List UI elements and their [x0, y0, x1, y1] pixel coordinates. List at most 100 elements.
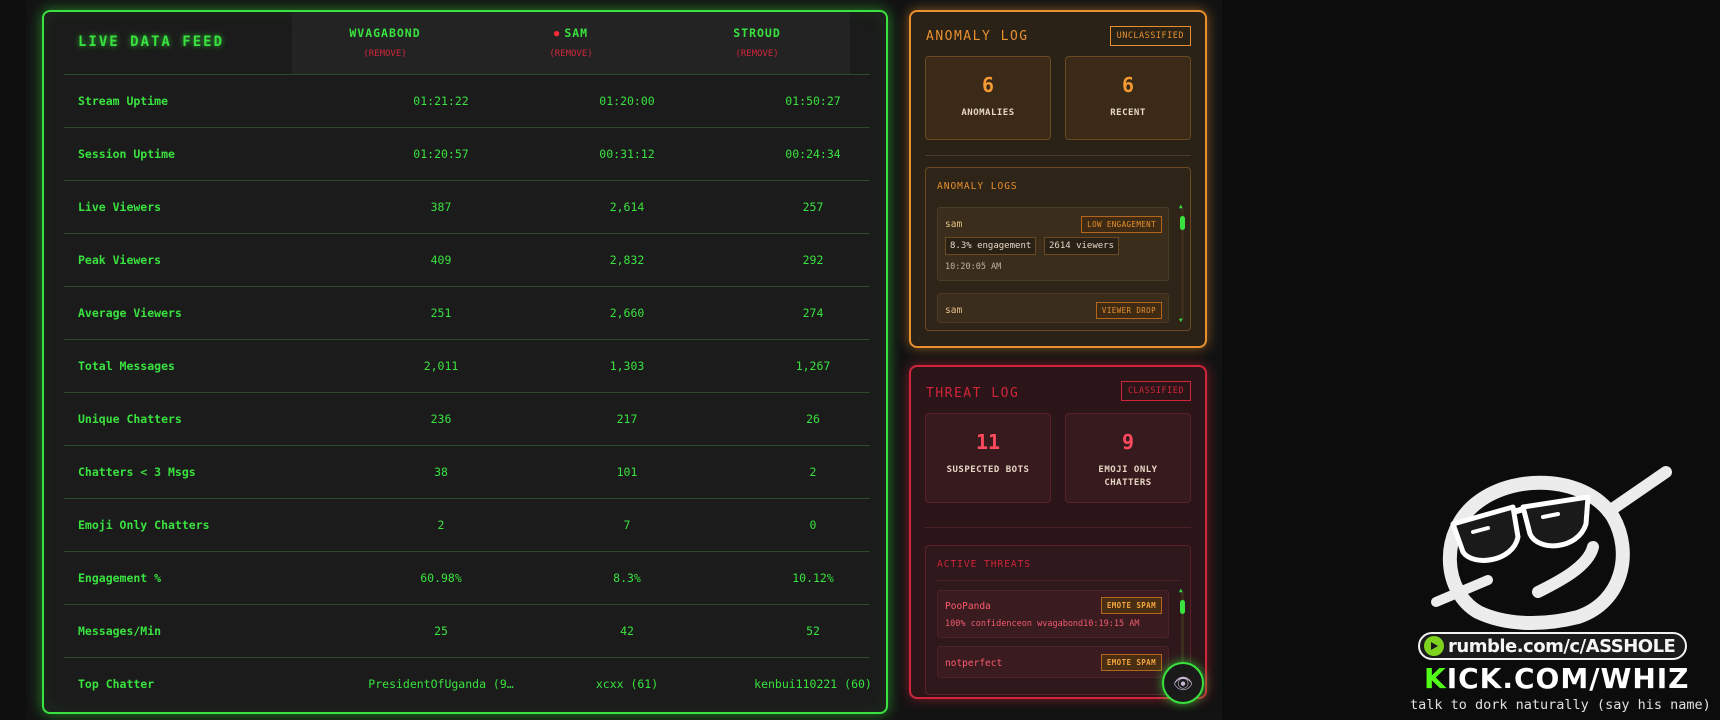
threat-user: PooPanda — [945, 601, 991, 612]
threat-user: notperfect — [945, 658, 1003, 669]
cell-value: 251 — [430, 306, 452, 320]
column-header-sam: ● SAM (REMOVE) — [478, 12, 664, 74]
stat-value: 9 — [1121, 430, 1135, 454]
cell-value: 1,303 — [609, 359, 645, 373]
entry-time: 10:20:05 AM — [945, 262, 1002, 272]
row-label: Top Chatter — [78, 677, 155, 691]
cell-value: 01:20:00 — [599, 94, 655, 108]
left-margin — [0, 0, 26, 720]
table-row: Engagement % 60.98% 8.3% 10.12% — [64, 551, 870, 604]
scroll-up-icon[interactable]: ▲ — [1179, 587, 1183, 594]
rumble-link[interactable]: rumble.com/c/ASSHOLE — [1418, 632, 1688, 660]
emoji-only-stat-card: 9 EMOJI ONLY CHATTERS — [1065, 413, 1191, 503]
cell-value: 52 — [806, 624, 820, 638]
cell-value: 60.98% — [420, 571, 462, 585]
divider — [925, 155, 1191, 156]
cell-value: 101 — [616, 465, 638, 479]
live-indicator-icon: ● — [553, 29, 561, 39]
column-name: WVAGABOND — [349, 26, 421, 40]
rumble-logo-icon — [1424, 636, 1444, 656]
row-label: Unique Chatters — [78, 412, 182, 426]
anomaly-logs-section: ANOMALY LOGS sam LOW ENGAGEMENT 8.3% eng… — [925, 167, 1191, 331]
row-label: Emoji Only Chatters — [78, 518, 210, 532]
stat-value: 11 — [975, 430, 1001, 454]
threat-log-panel: THREAT LOG CLASSIFIED 11 SUSPECTED BOTS … — [909, 365, 1207, 699]
table-row: Live Viewers 387 2,614 257 — [64, 180, 870, 233]
list-item[interactable]: PooPanda EMOTE SPAM 100% confidenceon wv… — [937, 590, 1169, 638]
cell-value: kenbui110221 (60) — [754, 677, 872, 691]
threat-log-title: THREAT LOG — [926, 386, 1020, 401]
cell-value: 8.3% — [613, 571, 641, 585]
stat-label: SUSPECTED BOTS — [946, 465, 1030, 475]
kick-url[interactable]: KICK.COM/WHIZ — [1424, 662, 1689, 695]
feed-table: Stream Uptime 01:21:22 01:20:00 01:50:27… — [64, 74, 872, 710]
row-label: Live Viewers — [78, 200, 162, 214]
column-name: ● SAM — [553, 26, 589, 40]
cell-value: 257 — [802, 200, 824, 214]
cell-value: 01:50:27 — [785, 94, 841, 108]
cell-value: 409 — [430, 253, 452, 267]
cell-value: xcxx (61) — [595, 677, 659, 691]
scrollbar-thumb[interactable] — [1180, 216, 1185, 230]
stat-value: 6 — [1121, 73, 1135, 97]
table-row: Session Uptime 01:20:57 00:31:12 00:24:3… — [64, 127, 870, 180]
table-row: Peak Viewers 409 2,832 292 — [64, 233, 870, 286]
kick-url-rest: ICK.COM/WHIZ — [1446, 662, 1690, 695]
remove-stroud-button[interactable]: (REMOVE) — [735, 49, 779, 59]
row-label: Total Messages — [78, 359, 175, 373]
cell-value: 387 — [430, 200, 452, 214]
cell-value: 26 — [806, 412, 820, 426]
row-label: Chatters < 3 Msgs — [78, 465, 196, 479]
eye-toggle-button[interactable]: 👁 — [1162, 662, 1204, 704]
classified-badge: CLASSIFIED — [1120, 381, 1191, 401]
live-data-feed-panel: LIVE DATA FEED WVAGABOND (REMOVE) ● SAM (… — [42, 10, 888, 714]
cell-value: PresidentOfUganda (9… — [368, 677, 514, 691]
entry-streamer: sam — [945, 219, 963, 230]
scroll-up-icon[interactable]: ▲ — [1179, 203, 1183, 210]
scroll-down-icon[interactable]: ▼ — [1179, 317, 1183, 324]
cell-value: 0 — [809, 518, 817, 532]
viewers-chip: 2614 viewers — [1044, 237, 1120, 255]
anomaly-log-panel: ANOMALY LOG UNCLASSIFIED 6 ANOMALIES 6 R… — [909, 10, 1207, 348]
anomaly-log-title: ANOMALY LOG — [926, 29, 1029, 44]
engagement-chip: 8.3% engagement — [945, 237, 1037, 255]
rumble-url: rumble.com/c/ASSHOLE — [1448, 635, 1676, 657]
cell-value: 00:24:34 — [785, 147, 841, 161]
cell-value: 292 — [802, 253, 824, 267]
remove-sam-button[interactable]: (REMOVE) — [549, 49, 593, 59]
cell-value: 2 — [437, 518, 445, 532]
cell-value: 25 — [434, 624, 448, 638]
eye-icon: 👁 — [1172, 673, 1194, 693]
cell-value: 2,832 — [609, 253, 645, 267]
cell-value: 00:31:12 — [599, 147, 655, 161]
active-threats-title: ACTIVE THREATS — [937, 559, 1032, 570]
column-header-stroud: STROUD (REMOVE) — [664, 12, 850, 74]
cell-value: 2,011 — [423, 359, 459, 373]
list-item[interactable]: notperfect EMOTE SPAM — [937, 646, 1169, 678]
kick-logo-letter: K — [1424, 662, 1447, 695]
stat-value: 6 — [981, 73, 995, 97]
cell-value: 1,267 — [795, 359, 831, 373]
suspected-bots-stat-card: 11 SUSPECTED BOTS — [925, 413, 1051, 503]
emote-spam-badge: EMOTE SPAM — [1100, 654, 1162, 671]
table-row: Emoji Only Chatters 2 7 0 — [64, 498, 870, 551]
low-engagement-badge: LOW ENGAGEMENT — [1081, 216, 1162, 233]
row-label: Messages/Min — [78, 624, 162, 638]
anomaly-logs-scrollbar[interactable]: ▲ ▼ — [1179, 204, 1185, 324]
active-threats-section: ACTIVE THREATS PooPanda EMOTE SPAM 100% … — [925, 545, 1191, 695]
stat-label: EMOJI ONLY CHATTERS — [1098, 465, 1158, 488]
cell-value: 217 — [616, 412, 638, 426]
entry-streamer: sam — [945, 305, 963, 316]
table-row: Chatters < 3 Msgs 38 101 2 — [64, 445, 870, 498]
stat-label: RECENT — [1110, 108, 1146, 118]
scrollbar-thumb[interactable] — [1180, 600, 1185, 614]
mascot-doodle — [1431, 466, 1672, 630]
list-item[interactable]: sam VIEWER DROP — [937, 293, 1169, 323]
cell-value: 7 — [623, 518, 631, 532]
divider — [936, 580, 1180, 581]
row-label: Peak Viewers — [78, 253, 162, 267]
remove-wvagabond-button[interactable]: (REMOVE) — [363, 49, 407, 59]
list-item[interactable]: sam LOW ENGAGEMENT 8.3% engagement 2614 … — [937, 207, 1169, 281]
cell-value: 2,614 — [609, 200, 645, 214]
table-row: Average Viewers 251 2,660 274 — [64, 286, 870, 339]
